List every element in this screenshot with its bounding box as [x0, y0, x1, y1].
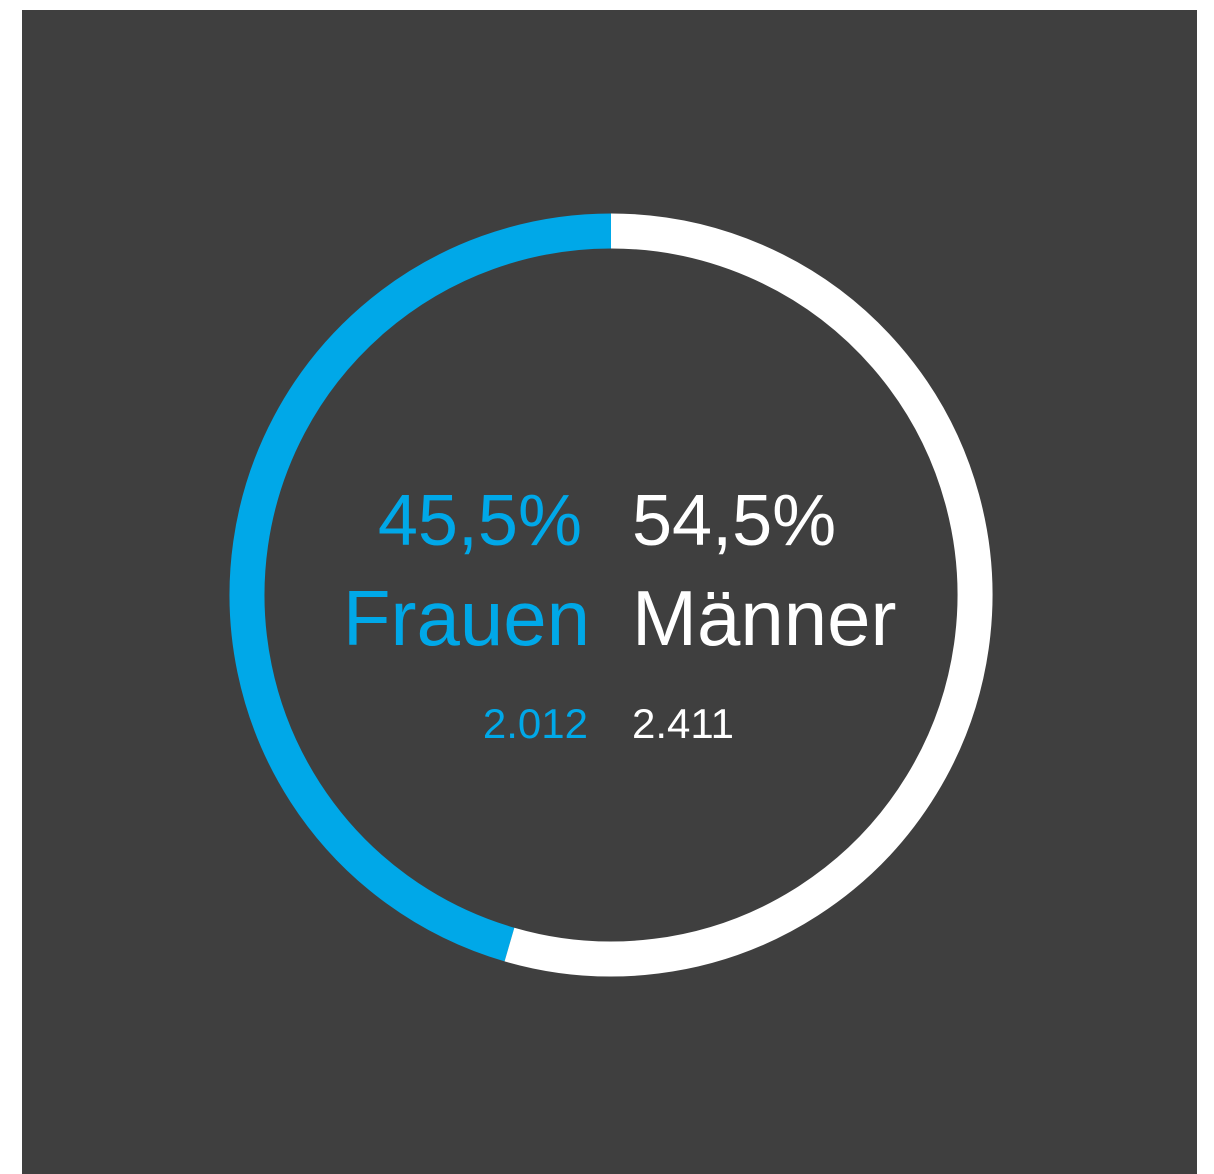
- category-label: Männer: [632, 574, 896, 662]
- count-label: 2.012: [483, 700, 588, 747]
- percent-label: 45,5%: [378, 481, 582, 561]
- donut-segment: [504, 213, 993, 977]
- category-label: Frauen: [343, 574, 590, 662]
- percent-label: 54,5%: [632, 481, 836, 561]
- count-label: 2.411: [632, 700, 734, 747]
- panel: [22, 10, 1197, 1174]
- donut-segment: [229, 213, 612, 962]
